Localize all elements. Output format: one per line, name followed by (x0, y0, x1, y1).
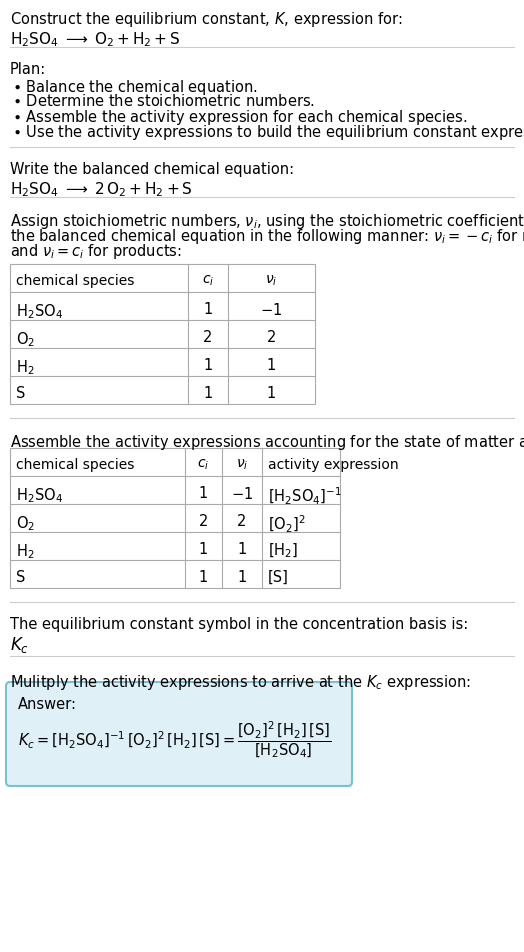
Text: 1: 1 (203, 358, 213, 372)
Text: $[\mathrm{H_2SO_4}]^{-1}$: $[\mathrm{H_2SO_4}]^{-1}$ (268, 486, 342, 506)
Text: chemical species: chemical species (16, 458, 134, 471)
Bar (10, 448, 340, 588)
Text: 2: 2 (267, 329, 276, 345)
Text: [S]: [S] (268, 569, 289, 585)
Text: $c_i$: $c_i$ (202, 274, 214, 288)
Text: $\mathrm{H_2SO_4}$: $\mathrm{H_2SO_4}$ (16, 302, 63, 321)
Text: Construct the equilibrium constant, $K$, expression for:: Construct the equilibrium constant, $K$,… (10, 10, 402, 29)
Text: 1: 1 (199, 486, 208, 501)
Text: $\nu_i$: $\nu_i$ (236, 458, 248, 472)
Bar (10, 265, 315, 405)
Text: $\mathrm{O_2}$: $\mathrm{O_2}$ (16, 513, 35, 532)
Text: The equilibrium constant symbol in the concentration basis is:: The equilibrium constant symbol in the c… (10, 616, 468, 631)
Text: Assemble the activity expressions accounting for the state of matter and $\nu_i$: Assemble the activity expressions accoun… (10, 432, 524, 451)
Text: 1: 1 (203, 302, 213, 317)
Text: 2: 2 (237, 513, 247, 528)
Text: $-1$: $-1$ (231, 486, 253, 502)
Text: $[\mathrm{O_2}]^{2}$: $[\mathrm{O_2}]^{2}$ (268, 513, 305, 534)
Text: $-1$: $-1$ (260, 302, 282, 318)
Text: 2: 2 (203, 329, 213, 345)
Text: $[\mathrm{H_2}]$: $[\mathrm{H_2}]$ (268, 542, 298, 560)
Text: $\bullet$ Balance the chemical equation.: $\bullet$ Balance the chemical equation. (12, 78, 257, 97)
Text: and $\nu_i = c_i$ for products:: and $\nu_i = c_i$ for products: (10, 242, 182, 261)
Text: 2: 2 (199, 513, 208, 528)
Text: $\bullet$ Use the activity expressions to build the equilibrium constant express: $\bullet$ Use the activity expressions t… (12, 123, 524, 142)
Text: $K_c = [\mathrm{H_2SO_4}]^{-1}\,[\mathrm{O_2}]^{2}\,[\mathrm{H_2}]\,[\mathrm{S}]: $K_c = [\mathrm{H_2SO_4}]^{-1}\,[\mathrm… (18, 718, 331, 759)
Text: Write the balanced chemical equation:: Write the balanced chemical equation: (10, 162, 294, 177)
Text: $K_c$: $K_c$ (10, 634, 29, 654)
Text: Plan:: Plan: (10, 62, 46, 77)
Text: $\mathrm{O_2}$: $\mathrm{O_2}$ (16, 329, 35, 348)
Text: activity expression: activity expression (268, 458, 399, 471)
Text: chemical species: chemical species (16, 274, 134, 288)
Text: $\bullet$ Assemble the activity expression for each chemical species.: $\bullet$ Assemble the activity expressi… (12, 108, 467, 127)
Text: the balanced chemical equation in the following manner: $\nu_i = -c_i$ for react: the balanced chemical equation in the fo… (10, 227, 524, 246)
Text: 1: 1 (199, 569, 208, 585)
FancyBboxPatch shape (6, 683, 352, 786)
Text: Answer:: Answer: (18, 696, 77, 711)
Text: S: S (16, 386, 25, 401)
Text: 1: 1 (267, 386, 276, 401)
Text: $\mathrm{H_2}$: $\mathrm{H_2}$ (16, 358, 35, 376)
Text: 1: 1 (237, 569, 247, 585)
Text: 1: 1 (203, 386, 213, 401)
Text: $\mathrm{H_2SO_4}\;\longrightarrow\;\mathrm{O_2 + H_2 + S}$: $\mathrm{H_2SO_4}\;\longrightarrow\;\mat… (10, 30, 181, 49)
Text: Mulitply the activity expressions to arrive at the $K_c$ expression:: Mulitply the activity expressions to arr… (10, 672, 471, 691)
Text: S: S (16, 569, 25, 585)
Text: $\mathrm{H_2SO_4}\;\longrightarrow\;\mathrm{2\,O_2 + H_2 + S}$: $\mathrm{H_2SO_4}\;\longrightarrow\;\mat… (10, 180, 193, 198)
Text: $\bullet$ Determine the stoichiometric numbers.: $\bullet$ Determine the stoichiometric n… (12, 93, 315, 109)
Text: 1: 1 (267, 358, 276, 372)
Text: 1: 1 (199, 542, 208, 556)
Text: $\mathrm{H_2SO_4}$: $\mathrm{H_2SO_4}$ (16, 486, 63, 505)
Text: $\mathrm{H_2}$: $\mathrm{H_2}$ (16, 542, 35, 560)
Text: 1: 1 (237, 542, 247, 556)
Text: $c_i$: $c_i$ (198, 458, 210, 472)
Text: $\nu_i$: $\nu_i$ (265, 274, 278, 288)
Text: Assign stoichiometric numbers, $\nu_i$, using the stoichiometric coefficients, $: Assign stoichiometric numbers, $\nu_i$, … (10, 211, 524, 230)
